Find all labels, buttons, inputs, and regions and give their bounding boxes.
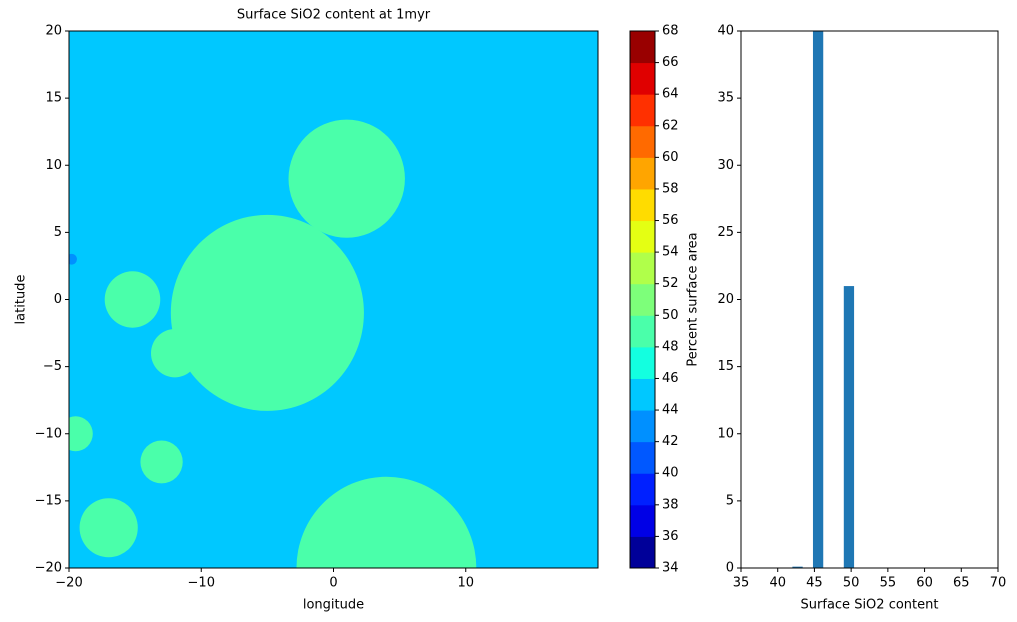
histogram-bar — [792, 566, 803, 568]
colorbar-tick-label: 34 — [662, 561, 679, 576]
colorbar-band — [630, 504, 655, 537]
x-tick-label: 35 — [733, 576, 750, 591]
chart-title: Surface SiO2 content at 1myr — [237, 8, 431, 23]
y-tick-label: 10 — [717, 426, 734, 441]
y-tick-label: −5 — [43, 359, 62, 374]
y-tick-label: −15 — [35, 493, 62, 508]
colorbar-tick-label: 52 — [662, 276, 679, 291]
colorbar-tick-label: 40 — [662, 466, 679, 481]
y-tick-label: 15 — [717, 359, 734, 374]
x-tick-label: 10 — [457, 576, 474, 591]
region — [288, 119, 405, 238]
colorbar-tick-label: 44 — [662, 403, 679, 418]
colorbar-band — [630, 252, 655, 285]
region — [79, 498, 138, 558]
colorbar-tick-label: 64 — [662, 87, 679, 102]
x-axis-label: longitude — [303, 598, 364, 613]
region — [140, 440, 183, 484]
region — [104, 271, 161, 328]
y-tick-label: 30 — [717, 158, 734, 173]
colorbar-band — [630, 315, 655, 348]
colorbar-band — [630, 378, 655, 411]
x-tick-label: 40 — [769, 576, 786, 591]
region — [69, 253, 77, 265]
x-tick-label: −10 — [188, 576, 215, 591]
y-tick-label: 35 — [717, 91, 734, 106]
y-tick-label: −20 — [35, 561, 62, 576]
y-tick-label: 20 — [717, 292, 734, 307]
region — [69, 416, 93, 452]
colorbar-tick-label: 60 — [662, 150, 679, 165]
colorbar-band — [630, 94, 655, 127]
colorbar-band — [630, 410, 655, 443]
histogram-bar — [843, 286, 855, 568]
x-tick-label: 45 — [806, 576, 823, 591]
x-tick-label: 70 — [990, 576, 1007, 591]
colorbar-tick-label: 50 — [662, 308, 679, 323]
colorbar-tick-label: 36 — [662, 529, 679, 544]
colorbar-tick-label: 46 — [662, 371, 679, 386]
colorbar-band — [630, 441, 655, 474]
colorbar-tick-label: 56 — [662, 213, 679, 228]
y-tick-label: 5 — [726, 493, 734, 508]
colorbar-tick-label: 58 — [662, 181, 679, 196]
colorbar-band — [630, 346, 655, 379]
y-tick-label: 0 — [726, 561, 734, 576]
colorbar-tick-label: 66 — [662, 55, 679, 70]
histogram-bar — [812, 31, 824, 568]
colorbar-band — [630, 62, 655, 95]
colorbar-band — [630, 188, 655, 222]
x-tick-label: 55 — [880, 576, 897, 591]
map-area — [69, 31, 598, 568]
y-tick-label: 25 — [717, 225, 734, 240]
colorbar-band — [630, 220, 655, 253]
y-axis-label: latitude — [14, 275, 29, 325]
colorbar-tick-label: 48 — [662, 339, 679, 354]
x-tick-label: 60 — [916, 576, 933, 591]
x-axis-label: Surface SiO2 content — [801, 598, 939, 613]
y-tick-label: 20 — [45, 24, 62, 39]
region — [296, 476, 477, 568]
colorbar-band — [630, 125, 655, 158]
y-tick-label: 40 — [717, 24, 734, 39]
y-axis-label: Percent surface area — [686, 232, 701, 366]
y-tick-label: −10 — [35, 426, 62, 441]
y-tick-label: 0 — [54, 292, 62, 307]
region — [150, 329, 199, 378]
y-tick-label: 10 — [45, 158, 62, 173]
colorbar-frame — [629, 30, 656, 569]
colorbar-band — [630, 157, 655, 190]
y-tick-label: 5 — [54, 225, 62, 240]
x-tick-label: −20 — [55, 576, 82, 591]
y-tick-label: 15 — [45, 91, 62, 106]
colorbar-tick-label: 54 — [662, 245, 679, 260]
x-tick-label: 0 — [329, 576, 337, 591]
region — [170, 214, 364, 411]
colorbar-tick-label: 38 — [662, 497, 679, 512]
x-tick-label: 65 — [953, 576, 970, 591]
colorbar-band — [630, 473, 655, 506]
x-tick-label: 50 — [843, 576, 860, 591]
colorbar-band — [630, 31, 655, 64]
colorbar-band — [630, 536, 655, 569]
colorbar-tick-label: 62 — [662, 118, 679, 133]
axes-frame — [740, 30, 999, 569]
colorbar-tick-label: 68 — [662, 24, 679, 39]
colorbar-tick-label: 42 — [662, 434, 679, 449]
colorbar-band — [630, 283, 655, 316]
